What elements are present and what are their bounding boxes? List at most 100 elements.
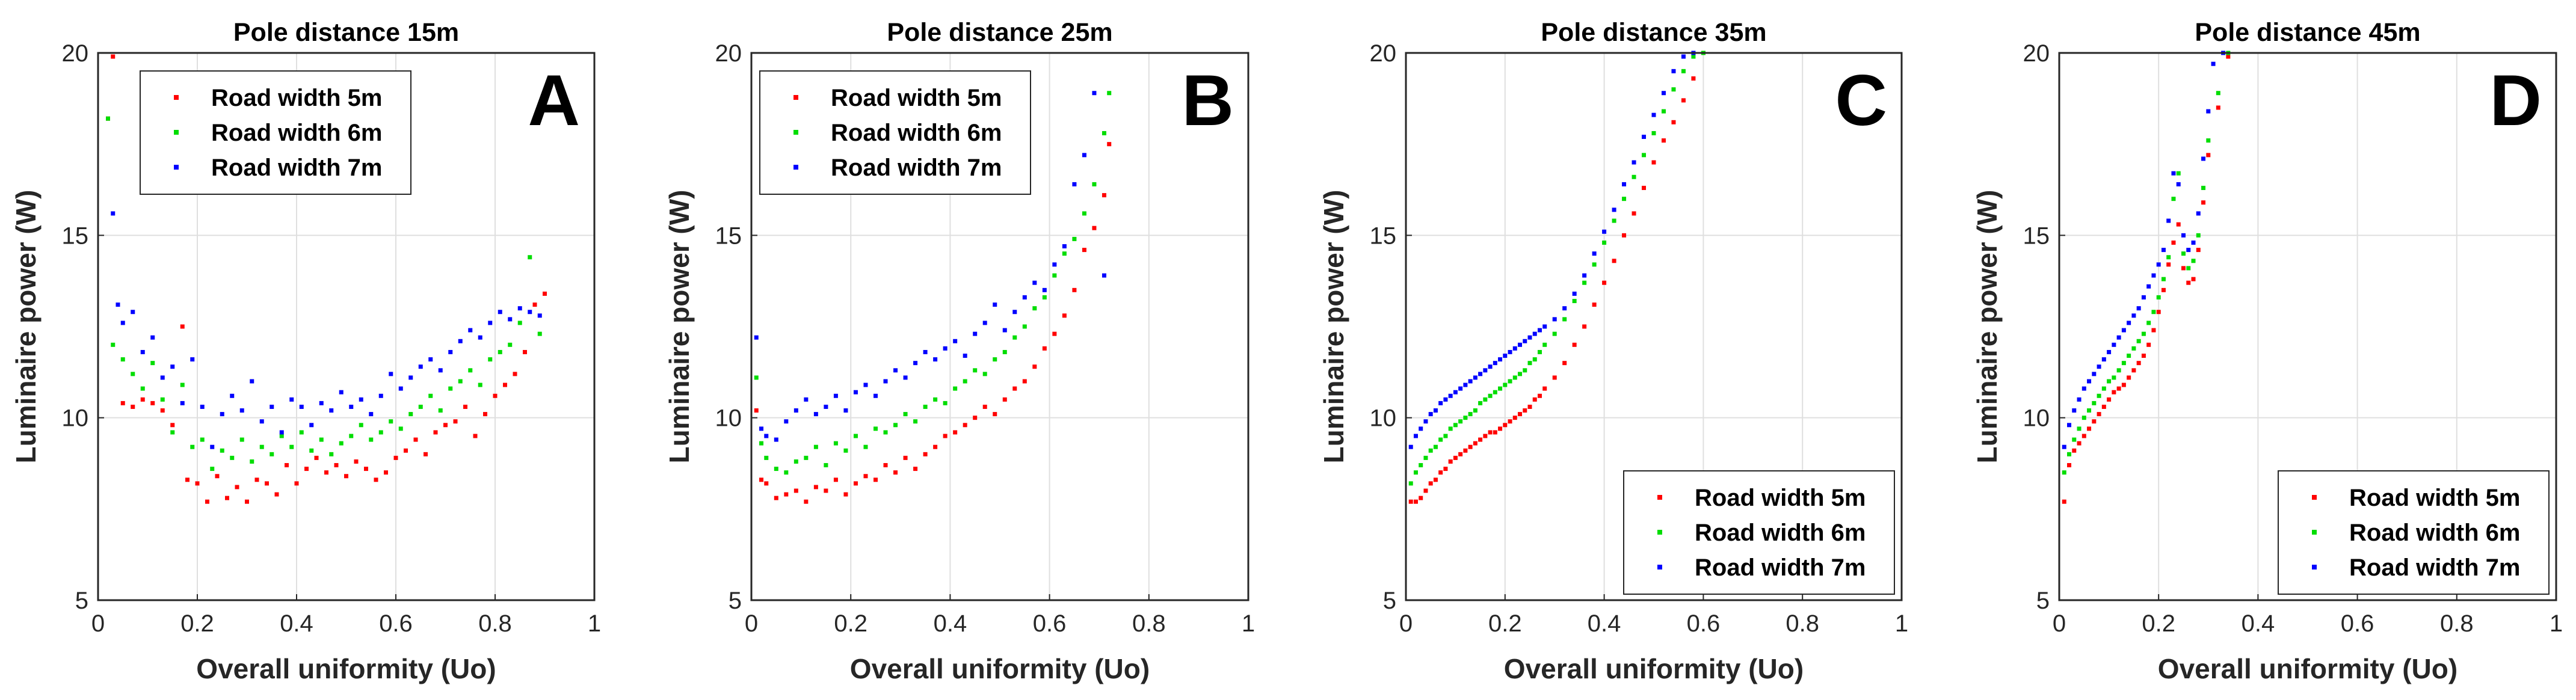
data-point-5m [1691,76,1696,81]
data-point-5m [833,477,838,482]
legend-label: Road width 7m [211,155,382,181]
data-point-5m [1532,397,1537,402]
data-point-7m [2141,295,2146,299]
data-point-5m [1423,488,1428,493]
data-point-5m [1453,455,1458,460]
data-point-7m [1072,182,1077,186]
data-point-5m [2216,105,2220,110]
data-point-7m [1423,419,1428,424]
data-point-7m [458,339,463,343]
data-point-5m [853,481,858,486]
data-point-7m [2062,444,2066,449]
legend-marker [2312,565,2317,570]
data-point-5m [1433,477,1438,482]
data-point-5m [1508,419,1512,424]
data-point-6m [508,342,513,347]
data-point-7m [784,419,789,424]
x-tick-label: 1 [588,610,601,637]
data-point-6m [1518,372,1523,376]
data-point-5m [2097,412,2101,417]
data-point-6m [1582,280,1587,285]
data-point-6m [106,116,110,121]
data-point-7m [1428,412,1433,417]
data-point-7m [1523,339,1527,343]
data-point-6m [754,375,759,380]
data-point-7m [140,349,145,354]
legend-marker [1657,530,1662,535]
data-point-5m [2181,266,2186,271]
data-point-7m [1612,207,1616,212]
data-point-5m [2206,153,2211,158]
data-point-6m [1448,426,1453,431]
data-point-6m [923,404,928,409]
data-point-7m [1552,317,1557,322]
data-point-7m [180,401,185,405]
data-point-5m [1478,437,1483,442]
data-point-7m [1562,306,1567,311]
data-points [754,91,1112,504]
data-point-7m [1438,401,1443,405]
data-point-5m [374,477,378,482]
data-point-5m [1032,364,1037,369]
data-point-6m [2216,91,2220,96]
data-point-7m [289,397,294,402]
data-point-6m [913,419,918,424]
data-point-7m [853,390,858,395]
data-point-7m [279,430,284,435]
x-tick-label: 0.6 [2341,610,2374,637]
data-point-6m [150,361,155,366]
data-point-6m [2146,321,2151,325]
data-point-7m [1082,153,1086,158]
legend-label: Road width 5m [1695,485,1866,511]
data-point-7m [2081,386,2086,391]
data-point-5m [963,423,967,428]
x-tick-label: 0 [91,610,105,637]
data-point-5m [2116,386,2121,391]
data-point-6m [1602,240,1607,245]
data-point-7m [843,408,848,413]
data-point-7m [2211,61,2216,66]
data-point-5m [1671,120,1676,124]
data-point-5m [245,499,249,504]
data-point-7m [2067,423,2072,428]
data-point-6m [843,448,848,453]
data-point-7m [1503,354,1508,358]
data-point-6m [140,386,145,391]
data-point-7m [2101,357,2106,362]
data-point-5m [424,452,428,456]
data-point-7m [774,437,778,442]
data-point-6m [1473,408,1478,413]
data-point-6m [1527,361,1532,366]
data-point-7m [537,313,542,318]
legend-label: Road width 7m [1695,554,1866,581]
data-point-6m [973,368,978,373]
data-point-5m [1107,142,1112,147]
data-point-7m [2097,364,2101,369]
x-tick-label: 0.8 [478,610,512,637]
data-point-7m [259,419,264,424]
data-point-5m [1448,459,1453,464]
data-point-5m [215,474,220,479]
data-point-5m [314,455,319,460]
legend-box [140,70,411,195]
data-point-5m [784,492,789,497]
data-point-7m [2186,248,2191,253]
data-point-5m [1072,287,1077,292]
y-tick-label: 20 [62,40,89,67]
legend-label: Road width 6m [2349,520,2520,546]
legend-box [759,70,1031,195]
data-point-6m [2156,295,2161,299]
data-point-6m [2171,197,2176,201]
data-point-7m [2072,408,2077,413]
data-point-6m [2196,233,2201,238]
data-point-7m [1453,390,1458,395]
data-point-5m [1552,375,1557,380]
data-point-5m [1562,361,1567,366]
data-point-7m [1602,229,1607,234]
data-point-6m [537,331,542,336]
x-tick-label: 0.2 [2142,610,2175,637]
data-point-6m [220,448,224,453]
data-point-6m [270,452,274,456]
y-tick-label: 15 [62,223,89,249]
data-point-5m [1592,302,1597,307]
